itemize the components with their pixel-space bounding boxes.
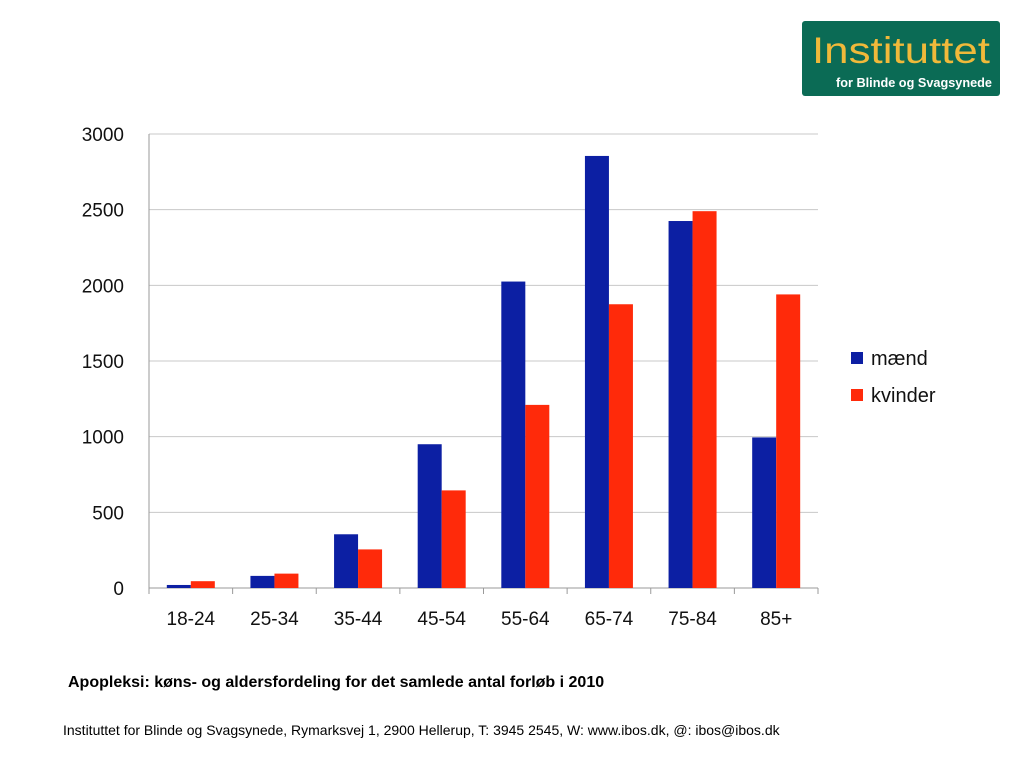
footer-contact: Instituttet for Blinde og Svagsynede, Ry… xyxy=(63,722,780,738)
x-tick-label: 85+ xyxy=(760,609,792,630)
bar xyxy=(334,534,359,588)
bar xyxy=(166,584,191,588)
x-tick-label: 45-54 xyxy=(417,609,466,630)
y-tick-label: 1500 xyxy=(82,352,124,373)
bar xyxy=(501,281,526,588)
x-tick-label: 55-64 xyxy=(501,609,550,630)
y-tick-label: 500 xyxy=(92,503,124,524)
bar xyxy=(441,490,466,588)
y-tick-label: 0 xyxy=(113,579,124,600)
bar xyxy=(190,581,215,588)
bar xyxy=(274,573,299,588)
bar xyxy=(776,294,801,588)
legend-label: mænd xyxy=(871,348,928,370)
bar xyxy=(358,549,383,588)
legend-swatch xyxy=(851,389,863,401)
y-tick-label: 3000 xyxy=(82,125,124,146)
bar xyxy=(752,437,777,588)
y-tick-label: 1000 xyxy=(82,428,124,449)
institute-logo: Instituttet for Blinde og Svagsynede xyxy=(802,21,1000,96)
legend-swatch xyxy=(851,352,863,364)
x-tick-label: 35-44 xyxy=(334,609,383,630)
bar xyxy=(584,155,609,588)
legend-label: kvinder xyxy=(871,385,936,407)
x-tick-label: 65-74 xyxy=(585,609,634,630)
y-tick-label: 2000 xyxy=(82,276,124,297)
bar xyxy=(668,221,693,588)
y-tick-label: 2500 xyxy=(82,201,124,222)
x-tick-label: 75-84 xyxy=(668,609,717,630)
bar xyxy=(525,404,550,588)
x-tick-label: 25-34 xyxy=(250,609,299,630)
bar-chart: 0 500 1000 1500 2000 2500 3000 18-24 25-34 35-44 4… xyxy=(82,125,936,630)
bar xyxy=(692,211,717,588)
x-tick-label: 18-24 xyxy=(167,609,216,630)
chart-caption: Apopleksi: køns- og aldersfordeling for … xyxy=(68,674,605,691)
logo-title: Instituttet xyxy=(812,30,991,71)
logo-subtitle: for Blinde og Svagsynede xyxy=(836,76,992,90)
bar xyxy=(417,444,442,588)
bar xyxy=(608,304,633,588)
bar xyxy=(250,575,275,588)
